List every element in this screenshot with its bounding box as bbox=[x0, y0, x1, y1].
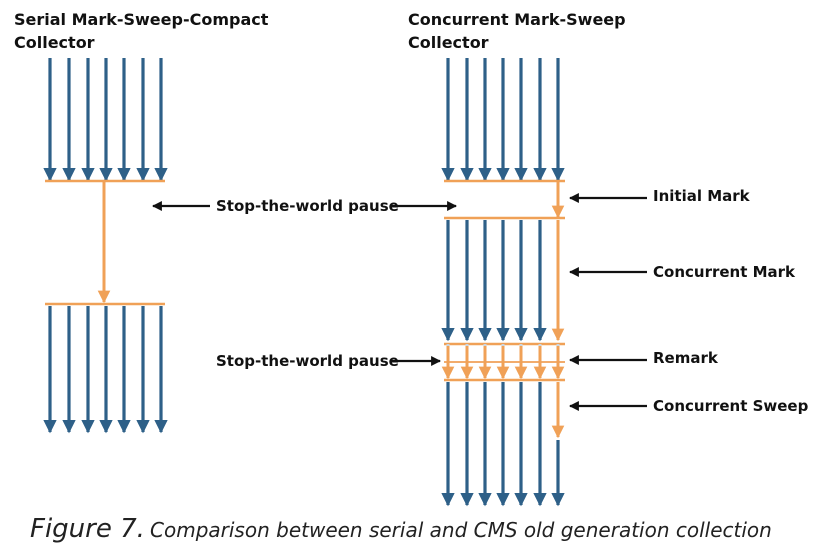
cms-collector-title: Concurrent Mark-Sweep Collector bbox=[408, 8, 626, 54]
remark-label: Remark bbox=[653, 349, 718, 367]
serial-collector-title: Serial Mark-Sweep-Compact Collector bbox=[14, 8, 268, 54]
cms-title-line1: Concurrent Mark-Sweep bbox=[408, 10, 626, 29]
figure-number: Figure 7. bbox=[30, 514, 145, 544]
stw-pause-label-bottom: Stop-the-world pause bbox=[216, 352, 399, 370]
cms-title-line2: Collector bbox=[408, 33, 489, 52]
serial-title-line1: Serial Mark-Sweep-Compact bbox=[14, 10, 269, 29]
initial-mark-label: Initial Mark bbox=[653, 187, 750, 205]
figure-caption: Figure 7. Comparison between serial and … bbox=[30, 514, 772, 544]
stw-pause-label-top: Stop-the-world pause bbox=[216, 197, 399, 215]
serial-title-line2: Collector bbox=[14, 33, 95, 52]
gc-threads bbox=[45, 179, 565, 439]
concurrent-mark-label: Concurrent Mark bbox=[653, 263, 796, 281]
concurrent-sweep-label: Concurrent Sweep bbox=[653, 397, 809, 415]
application-threads bbox=[43, 58, 565, 507]
figure-caption-text: Comparison between serial and CMS old ge… bbox=[150, 518, 772, 542]
pointer-arrows bbox=[152, 193, 647, 411]
